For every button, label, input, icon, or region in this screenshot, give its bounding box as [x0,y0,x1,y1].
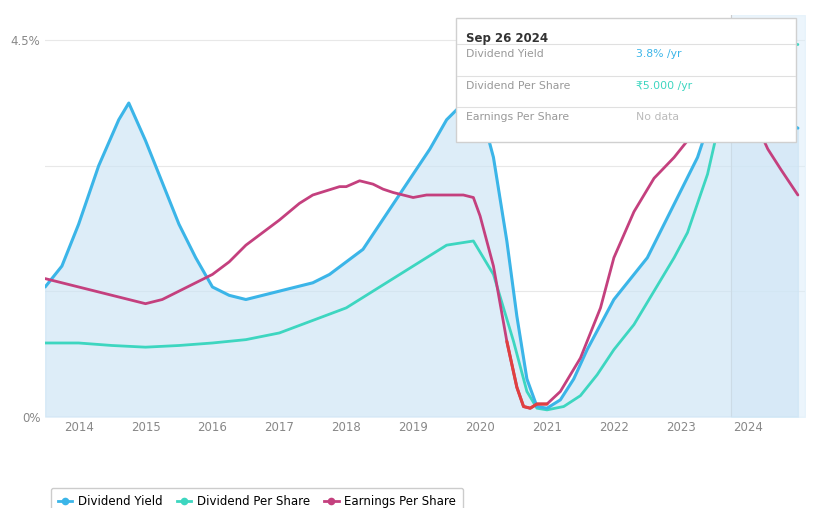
Text: ₹5.000 /yr: ₹5.000 /yr [636,81,692,91]
Text: Sep 26 2024: Sep 26 2024 [466,32,548,45]
Text: 3.8% /yr: 3.8% /yr [636,49,681,59]
Text: Past: Past [735,26,759,36]
Text: Dividend Yield: Dividend Yield [466,49,544,59]
Text: Dividend Per Share: Dividend Per Share [466,81,570,91]
Text: Earnings Per Share: Earnings Per Share [466,112,569,122]
Legend: Dividend Yield, Dividend Per Share, Earnings Per Share: Dividend Yield, Dividend Per Share, Earn… [51,488,463,508]
Text: No data: No data [636,112,679,122]
